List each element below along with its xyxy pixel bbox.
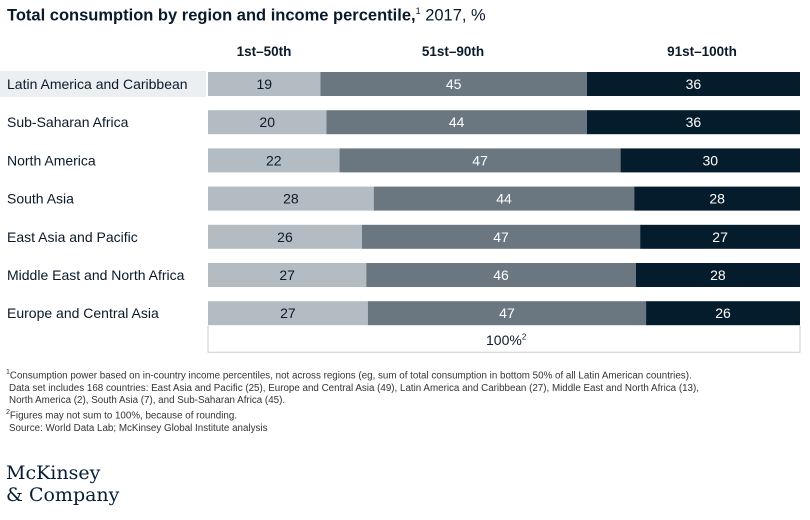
bar-segment <box>339 148 621 173</box>
mckinsey-logo: McKinsey & Company <box>6 462 119 506</box>
category-label: Middle East and North Africa <box>7 267 185 283</box>
bar-value-label: 47 <box>493 229 509 245</box>
bar-value-label: 20 <box>259 114 275 130</box>
bar-segment <box>208 110 327 135</box>
bar-segment <box>620 148 800 173</box>
footnotes: 1Consumption power based on in-country i… <box>6 367 806 436</box>
total-bracket <box>207 326 801 353</box>
chart-title: Total consumption by region and income p… <box>7 6 486 26</box>
bar-segment <box>208 148 340 173</box>
bar-value-label: 36 <box>686 76 702 92</box>
bar-segment <box>208 263 367 287</box>
bar-value-label: 28 <box>709 191 725 207</box>
logo-line-1: McKinsey <box>6 462 101 484</box>
category-label: East Asia and Pacific <box>7 229 138 245</box>
bar-segment <box>208 186 374 211</box>
bar-value-label: 27 <box>712 229 728 245</box>
bar-value-label: 28 <box>283 191 299 207</box>
footnote-1-marker: 1 <box>6 369 10 376</box>
chart-title-unit: 2017, % <box>425 6 486 25</box>
bar-value-label: 26 <box>277 229 293 245</box>
axis-total-label: 100%2 <box>486 332 526 348</box>
bar-value-label: 44 <box>496 191 512 207</box>
category-label: Sub-Saharan Africa <box>7 114 129 130</box>
bar-value-label: 44 <box>449 114 465 130</box>
bar-value-label: 26 <box>715 305 731 321</box>
bar-segment <box>646 301 800 326</box>
footnote-1-line-1: 1Consumption power based on in-country i… <box>6 369 692 382</box>
bar-segment <box>366 263 636 287</box>
bar-value-label: 45 <box>446 76 462 92</box>
bar-segment <box>208 72 321 96</box>
footnote-1-line-2: Data set includes 168 countries: East As… <box>9 382 699 394</box>
column-header-1: 1st–50th <box>236 44 292 59</box>
footnote-2-marker: 2 <box>6 409 10 417</box>
axis-total-text: 100% <box>486 332 522 348</box>
bar-segment <box>586 110 800 135</box>
stacked-bar-chart: Latin America and Caribbean 19 45 36 Sub-Sah… <box>0 71 801 353</box>
bar-segment <box>586 72 800 96</box>
bar-segment <box>208 301 368 326</box>
footnote-2: 2Figures may not sum to 100%, because of… <box>6 409 237 422</box>
source-note: Source: World Data Lab; McKinsey Global … <box>9 423 268 435</box>
bar-value-label: 19 <box>256 76 272 92</box>
bar-segment <box>635 263 800 287</box>
chart-title-main: Total consumption by region and income p… <box>7 6 416 25</box>
bar-value-label: 36 <box>686 114 702 130</box>
bar-segment <box>373 186 635 211</box>
bar-value-label: 28 <box>710 267 726 283</box>
category-label: Latin America and Caribbean <box>7 76 188 92</box>
bar-segment <box>367 301 647 326</box>
bar-value-label: 30 <box>703 152 719 168</box>
bar-value-label: 22 <box>266 152 282 168</box>
bar-segment <box>208 224 362 249</box>
category-label: South Asia <box>7 191 74 207</box>
logo-line-2: & Company <box>6 484 120 506</box>
bar-segment <box>640 224 800 249</box>
column-header-2: 51st–90th <box>421 44 485 59</box>
bar-value-label: 27 <box>280 305 296 321</box>
axis-total-footnote-marker: 2 <box>521 332 527 342</box>
bar-value-label: 46 <box>493 267 509 283</box>
bar-segment <box>320 72 587 96</box>
footnote-1-line-3: North America (2), South Asia (7), and S… <box>9 395 286 407</box>
category-label: Europe and Central Asia <box>7 305 159 321</box>
bar-value-label: 27 <box>279 267 295 283</box>
chart-title-footnote-marker: 1 <box>415 6 421 16</box>
bar-segment <box>326 110 587 135</box>
bar-segment <box>361 224 641 249</box>
bar-value-label: 47 <box>499 305 515 321</box>
category-label: North America <box>7 152 96 168</box>
column-header-3: 91st–100th <box>667 44 737 59</box>
bar-segment <box>634 186 800 211</box>
bar-value-label: 47 <box>472 152 488 168</box>
row-highlight <box>0 71 206 97</box>
